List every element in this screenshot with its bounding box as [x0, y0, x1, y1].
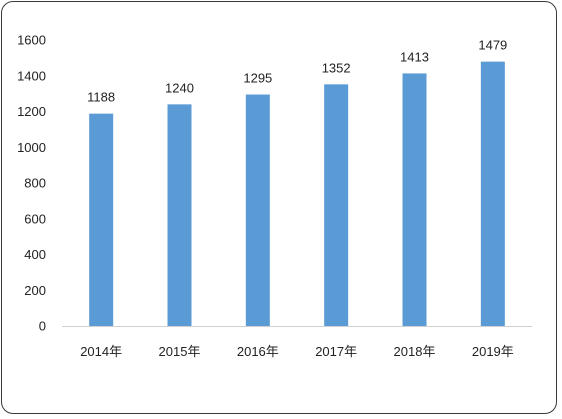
- y-tick-label-0: 0: [39, 319, 46, 334]
- y-tick-label-1000: 1000: [17, 140, 46, 155]
- y-tick-label-600: 600: [24, 211, 46, 226]
- y-axis-tick-labels: 0 200 400 600 800 1000 1200 1400 1600: [17, 33, 46, 334]
- x-axis-tick-labels: 2014年 2015年 2016年 2017年 2018年 2019年: [80, 344, 514, 359]
- data-label-2019年: 1479: [478, 38, 507, 53]
- bar-2017年: [324, 84, 349, 326]
- bar-2015年: [167, 104, 192, 326]
- x-tick-label-2018年: 2018年: [394, 344, 436, 359]
- bar-2016年: [245, 94, 270, 326]
- x-tick-label-2017年: 2017年: [315, 344, 357, 359]
- y-tick-label-1200: 1200: [17, 104, 46, 119]
- bar-2014年: [89, 113, 114, 327]
- data-label-2015年: 1240: [165, 80, 194, 95]
- bar-2019年: [480, 61, 505, 326]
- data-label-2017年: 1352: [322, 60, 351, 75]
- y-tick-label-200: 200: [24, 283, 46, 298]
- x-tick-label-2014年: 2014年: [80, 344, 122, 359]
- x-tick-label-2015年: 2015年: [159, 344, 201, 359]
- bar-2018年: [402, 73, 427, 327]
- data-label-2016年: 1295: [243, 71, 272, 86]
- bars-group: [89, 61, 505, 327]
- data-label-2014年: 1188: [87, 90, 115, 105]
- data-label-2018年: 1413: [400, 49, 429, 64]
- y-tick-label-800: 800: [24, 176, 46, 191]
- y-tick-label-1400: 1400: [17, 68, 46, 83]
- data-labels-group: 1188 1240 1295 1352 1413 1479: [87, 38, 507, 105]
- x-tick-label-2019年: 2019年: [472, 344, 514, 359]
- y-tick-label-400: 400: [24, 247, 46, 262]
- x-tick-label-2016年: 2016年: [237, 344, 279, 359]
- y-tick-label-1600: 1600: [17, 33, 46, 48]
